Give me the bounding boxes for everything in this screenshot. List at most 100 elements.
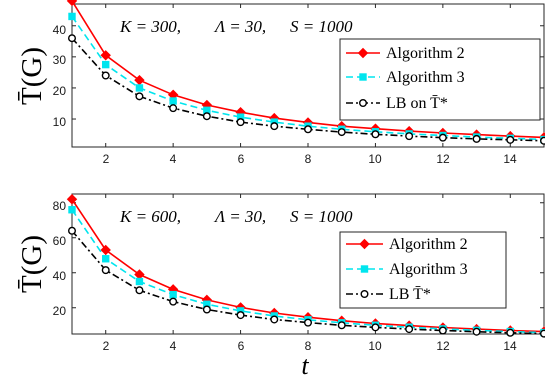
chart-title-1: K = 300, Λ = 30, S = 1000 [119, 17, 353, 36]
data-point [202, 305, 211, 314]
ytick-label: 10 [53, 115, 67, 129]
data-point [135, 277, 144, 286]
data-point [135, 84, 144, 92]
data-point [202, 112, 211, 121]
xtick-label: 14 [503, 339, 517, 353]
axis-ticks-1 [72, 4, 544, 147]
title-lambda-2: Λ = 30, [213, 207, 266, 226]
data-point [66, 0, 78, 7]
data-point [506, 328, 515, 337]
title-s-2: S = 1000 [290, 207, 353, 226]
data-point [472, 327, 481, 336]
data-point [337, 321, 346, 330]
data-point [135, 286, 144, 295]
data-point [102, 60, 110, 69]
data-point [102, 255, 110, 263]
xtick-label: 6 [238, 152, 245, 166]
legend-swatch-marker [360, 265, 369, 273]
xtick-label: 12 [436, 339, 450, 353]
legend-swatches-2 [346, 238, 383, 299]
ytick-label: 20 [53, 84, 67, 98]
data-point [270, 122, 279, 131]
legend-swatch-marker [359, 73, 367, 81]
legend-label: LB on T̄* [386, 95, 448, 112]
series-line [71, 209, 545, 334]
xtick-label: 2 [103, 152, 110, 166]
data-point [68, 12, 76, 21]
xtick-label: 6 [238, 339, 245, 353]
series-line [71, 15, 545, 141]
data-point [405, 325, 414, 334]
data-point [304, 318, 313, 327]
ytick-label: 20 [53, 304, 67, 318]
data-point [67, 226, 76, 235]
legend-swatch-marker [359, 98, 368, 107]
y-axis-label-1: T̄(G) [16, 47, 48, 105]
title-k-2: K = 600, [119, 207, 181, 226]
data-point [169, 297, 178, 306]
data-point [169, 290, 177, 299]
legend-swatch-marker [359, 238, 370, 250]
data-point [270, 315, 279, 324]
legend-label: Algorithm 2 [389, 236, 468, 253]
legend-label: LB T̄* [389, 286, 431, 303]
xtick-label: 8 [305, 339, 312, 353]
data-point [101, 71, 110, 80]
panel-1: 10 20 30 40 2 4 6 8 10 12 14 T̄(G) K = 3… [16, 0, 545, 166]
y-axis-label-2: T̄(G) [16, 235, 48, 293]
xtick-label: 10 [368, 152, 382, 166]
xticks-1: 2 4 6 8 10 12 14 [103, 152, 517, 166]
x-axis-label: t [301, 351, 309, 379]
legend-2: Algorithm 2 Algorithm 3 LB T̄* [339, 231, 507, 309]
data-point [66, 194, 78, 205]
data-point [304, 125, 313, 134]
ytick-label: 60 [53, 234, 67, 248]
data-point [540, 136, 545, 145]
data-point [100, 50, 111, 61]
data-point [169, 104, 178, 113]
legend-1: Algorithm 2 Algorithm 3 LB on T̄* [339, 38, 541, 121]
data-point [472, 134, 481, 143]
data-point [371, 323, 380, 332]
ytick-label: 30 [53, 53, 67, 67]
xtick-label: 10 [368, 339, 382, 353]
xtick-label: 4 [170, 152, 177, 166]
xtick-label: 14 [503, 152, 517, 166]
xtick-label: 2 [103, 339, 110, 353]
data-point [405, 132, 414, 141]
ytick-label: 40 [53, 23, 67, 37]
legend-label: Algorithm 3 [389, 261, 468, 278]
legend-swatches-1 [346, 47, 380, 107]
series-layer-2 [66, 194, 545, 338]
data-point [169, 97, 177, 105]
legend-swatch-marker [360, 290, 369, 299]
xticks-2: 2 4 6 8 10 12 14 [103, 339, 517, 353]
ytick-label: 40 [53, 269, 67, 283]
legend-label: Algorithm 2 [386, 45, 465, 62]
series-circle [67, 226, 545, 338]
series-layer-1 [66, 0, 545, 145]
axis-ticks-2 [72, 194, 544, 334]
legend-swatch-marker [357, 47, 369, 59]
data-point [68, 206, 76, 214]
series-line [71, 230, 545, 335]
data-point [135, 92, 144, 101]
data-point [371, 130, 380, 139]
series-line [71, 37, 545, 142]
data-point [438, 326, 447, 335]
chart-title-2: K = 600, Λ = 30, S = 1000 [119, 207, 353, 226]
title-lambda-1: Λ = 30, [213, 17, 266, 36]
data-point [67, 34, 76, 43]
data-point [438, 133, 447, 142]
legend-label: Algorithm 3 [386, 69, 465, 86]
xtick-label: 12 [436, 152, 450, 166]
yticks-2: 20 40 60 80 [53, 199, 67, 318]
data-point [100, 244, 111, 256]
data-point [337, 128, 346, 137]
data-point [101, 266, 110, 275]
title-s-1: S = 1000 [290, 17, 353, 36]
xtick-label: 4 [170, 339, 177, 353]
data-point [236, 118, 245, 127]
data-point [236, 311, 245, 320]
